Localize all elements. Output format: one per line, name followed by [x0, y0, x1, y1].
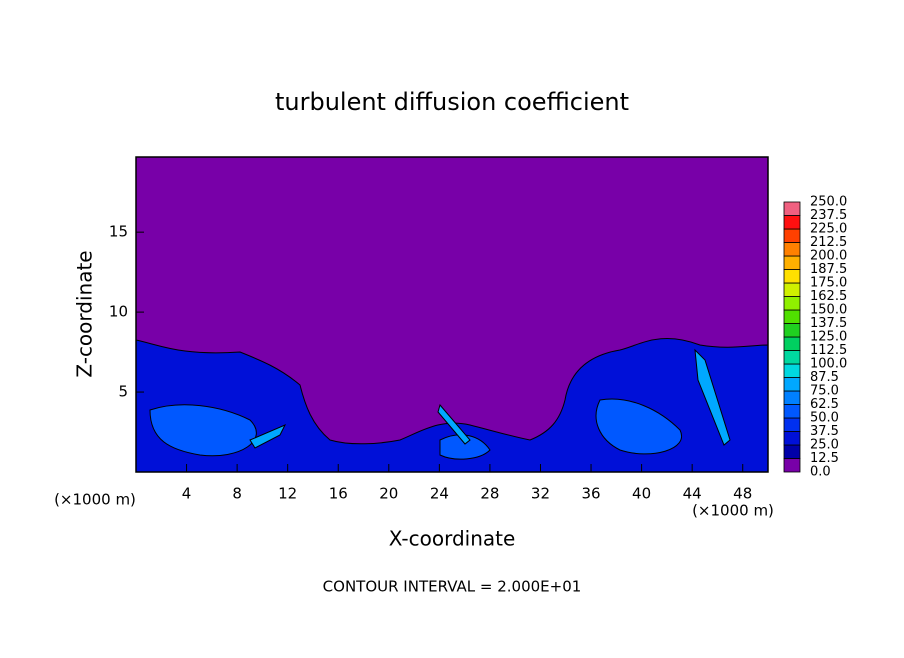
colorbar-box [783, 350, 801, 365]
x-tick-label: 8 [232, 485, 242, 503]
colorbar-box [783, 296, 801, 311]
colorbar-label: 37.5 [810, 424, 839, 439]
colorbar-box [783, 417, 801, 432]
colorbar-label: 50.0 [810, 411, 839, 426]
colorbar-box [783, 201, 801, 216]
x-tick-label: 20 [379, 485, 398, 503]
colorbar-box [783, 363, 801, 378]
footer-note: CONTOUR INTERVAL = 2.000E+01 [323, 578, 582, 596]
colorbar-label: 175.0 [810, 276, 847, 291]
colorbar-label: 237.5 [810, 208, 847, 223]
x-tick-label: 32 [531, 485, 550, 503]
field-region [249, 348, 731, 449]
colorbar-label: 212.5 [810, 235, 847, 250]
x-tick-label: 12 [278, 485, 297, 503]
colorbar-label: 112.5 [810, 343, 847, 358]
colorbar-label: 200.0 [810, 249, 847, 264]
colorbar-label: 100.0 [810, 357, 847, 372]
colorbar-label: 62.5 [810, 397, 839, 412]
x-tick-label: 4 [182, 485, 192, 503]
colorbar-box [783, 215, 801, 230]
colorbar-box [783, 431, 801, 446]
colorbar-box [783, 228, 801, 243]
colorbar-label: 137.5 [810, 316, 847, 331]
x-tick-label: 40 [632, 485, 651, 503]
colorbar-box [783, 336, 801, 351]
colorbar-box [783, 390, 801, 405]
x-tick-label: 16 [329, 485, 348, 503]
x-tick-label: 48 [733, 485, 752, 503]
colorbar-box [783, 377, 801, 392]
colorbar-box [783, 323, 801, 338]
chart-title: turbulent diffusion coefficient [275, 88, 629, 116]
colorbar-label: 25.0 [810, 438, 839, 453]
colorbar-box [783, 255, 801, 270]
colorbar-label: 150.0 [810, 303, 847, 318]
colorbar-label: 12.5 [810, 451, 839, 466]
colorbar-label: 87.5 [810, 370, 839, 385]
x-tick-label: 28 [480, 485, 499, 503]
x-unit-label: (×1000 m) [692, 502, 774, 520]
colorbar-box [783, 309, 801, 324]
colorbar-label: 75.0 [810, 384, 839, 399]
y-tick-label: 5 [118, 383, 128, 401]
colorbar-box [783, 269, 801, 284]
colorbar-label: 0.0 [810, 465, 831, 480]
colorbar-box [783, 282, 801, 297]
colorbar-box [783, 444, 801, 459]
colorbar-box [783, 404, 801, 419]
colorbar-label: 225.0 [810, 222, 847, 237]
y-axis-label: Z-coordinate [73, 250, 97, 377]
colorbar-box [783, 458, 801, 473]
y-tick-label: 10 [109, 303, 128, 321]
x-tick-label: 24 [430, 485, 449, 503]
colorbar-box [783, 242, 801, 257]
x-tick-label: 36 [581, 485, 600, 503]
colorbar-label: 162.5 [810, 289, 847, 304]
colorbar-label: 187.5 [810, 262, 847, 277]
x-axis-label: X-coordinate [389, 527, 516, 551]
y-tick-label: 15 [109, 223, 128, 241]
colorbar-label: 125.0 [810, 330, 847, 345]
plot-frame [135, 156, 769, 473]
y-unit-label: (×1000 m) [54, 491, 136, 509]
x-tick-label: 44 [683, 485, 702, 503]
colorbar-label: 250.0 [810, 195, 847, 210]
